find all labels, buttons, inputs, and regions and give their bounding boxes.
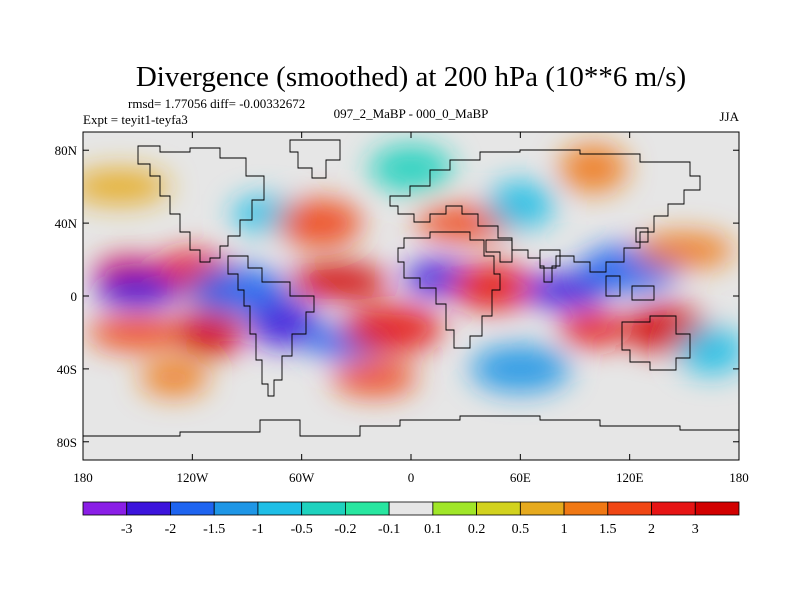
field-feature: 1 (634, 232, 735, 269)
colorbar-swatch (388, 501, 434, 516)
y-tick-label: 80S (57, 435, 77, 450)
colorbar-label: -3 (121, 522, 133, 537)
colorbar-swatch (170, 501, 215, 516)
x-tick-label: 120W (176, 470, 209, 485)
field-feature: 1.5 (277, 199, 362, 248)
colorbar-label: 0.2 (468, 522, 486, 537)
field-feature: 1 (559, 144, 628, 193)
x-tick-label: 60W (289, 470, 315, 485)
colorbar-label: -2 (165, 522, 177, 537)
x-tick-label: 0 (408, 470, 415, 485)
field-feature: -1 (677, 326, 739, 375)
field-feature: -1 (486, 180, 555, 229)
colorbar-swatch (213, 501, 259, 516)
colorbar-label: 2 (648, 522, 655, 537)
colorbar: -3 -2 -1.5 -1 -0.5 -0.2 -0.1 0.1 0.2 0.5 1 1.5 2 3 (82, 501, 740, 537)
x-axis: 180 120W 60W 0 60E 120E 180 (73, 132, 749, 485)
y-tick-label: 80N (55, 143, 78, 158)
field-feature: 1 (140, 360, 209, 396)
colorbar-swatch (301, 501, 346, 516)
chart-title: Divergence (smoothed) at 200 hPa (10**6 … (136, 61, 686, 93)
colorbar-swatch (607, 501, 652, 516)
field-feature: -1.5 (470, 344, 571, 393)
field-feature: 1.5 (87, 314, 188, 351)
colorbar-label: -0.2 (334, 522, 356, 537)
season-label: JJA (719, 109, 739, 124)
colorbar-swatch (432, 501, 478, 516)
divergence-field: 321.53-3-2-11.53-3-22-321.5-1-3-2231-11.… (83, 144, 739, 396)
x-tick-label: 60E (510, 470, 531, 485)
field-feature: -3 (249, 299, 318, 348)
x-tick-label: 180 (73, 470, 93, 485)
colorbar-label: -0.5 (291, 522, 313, 537)
x-tick-label: 180 (729, 470, 749, 485)
y-tick-label: 0 (71, 289, 78, 304)
expt-label: Expt = teyit1-teyfa3 (83, 112, 188, 127)
y-tick-label: 40N (55, 216, 78, 231)
colorbar-swatch (126, 501, 171, 516)
field-feature: 2 (451, 262, 535, 311)
colorbar-swatch (476, 501, 521, 516)
colorbar-swatch (519, 501, 565, 516)
field-feature: 2 (342, 304, 443, 353)
field-feature: -3 (523, 272, 608, 309)
colorbar-swatch (694, 501, 740, 516)
field-feature: -3 (95, 272, 180, 309)
field-feature: 1.5 (332, 360, 417, 396)
colorbar-swatch (563, 501, 609, 516)
field-feature: -0.5 (369, 144, 453, 193)
x-tick-label: 120E (616, 470, 644, 485)
colorbar-swatch (257, 501, 303, 516)
colorbar-label: -0.1 (378, 522, 400, 537)
plot-area: 321.53-3-2-11.53-3-22-321.5-1-3-2231-11.… (83, 132, 739, 460)
colorbar-label: 0.1 (424, 522, 442, 537)
colorbar-label: -1.5 (203, 522, 225, 537)
coastlines (83, 139, 739, 437)
period-label: 097_2_MaBP - 000_0_MaBP (334, 106, 489, 121)
colorbar-label: -1 (252, 522, 264, 537)
field-feature: 2 (559, 310, 628, 347)
field-feature: 3 (288, 263, 389, 300)
colorbar-swatch (344, 501, 390, 516)
field-feature: -2 (187, 266, 288, 315)
field-feature: 0.5 (83, 168, 170, 205)
colorbar-swatch (651, 501, 696, 516)
colorbar-label: 1 (561, 522, 568, 537)
colorbar-label: 1.5 (599, 522, 617, 537)
colorbar-label: 0.5 (512, 522, 530, 537)
field-feature: 3 (176, 308, 245, 357)
colorbar-label: 3 (692, 522, 699, 537)
colorbar-swatch (82, 501, 128, 516)
y-axis: 80N 40N 0 40S 80S (55, 143, 739, 450)
y-tick-label: 40S (57, 362, 77, 377)
rmsd-label: rmsd= 1.77056 diff= -0.00332672 (128, 96, 305, 111)
